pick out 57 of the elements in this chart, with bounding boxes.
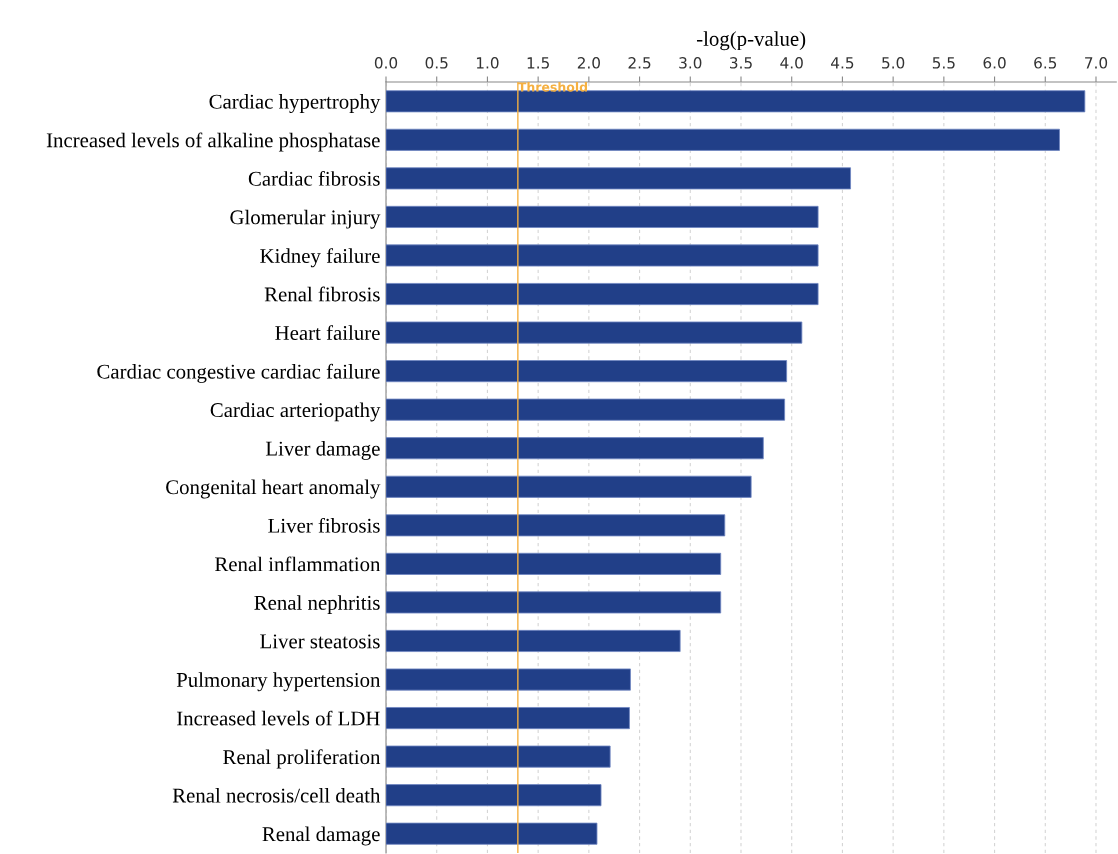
bar [386, 205, 819, 228]
x-tick-label: 4.5 [831, 57, 854, 69]
bar [386, 321, 803, 344]
x-tick-label: 4.0 [780, 57, 803, 69]
bar [386, 668, 631, 691]
x-tick-label: 2.5 [628, 57, 651, 69]
y-tick-label: Liver damage [265, 441, 380, 460]
y-tick-label: Cardiac fibrosis [248, 170, 380, 186]
y-tick-label: Glomerular injury [230, 209, 381, 229]
y-tick-label: Increased levels of LDH [177, 710, 380, 726]
bar [386, 437, 764, 460]
x-tick-label: 1.0 [476, 57, 499, 69]
bar [386, 244, 819, 267]
x-tick-label: 3.0 [679, 57, 702, 69]
bar [386, 283, 819, 306]
bar [386, 128, 1060, 151]
x-tick-label: 0.0 [374, 57, 398, 69]
x-tick-label: 3.5 [730, 57, 752, 69]
bar [386, 167, 851, 190]
y-tick-label: Increased levels of alkaline phosphatase [46, 132, 380, 152]
y-tick-label: Renal nephritis [254, 595, 380, 615]
y-tick-label: Pulmonary hypertension [176, 672, 381, 692]
y-tick-label: Renal necrosis/cell death [172, 787, 381, 803]
x-axis-title: -log(p-value) [696, 31, 806, 51]
bar [386, 591, 722, 614]
y-tick-label: Cardiac hypertrophy [209, 94, 381, 113]
bar [386, 475, 752, 498]
x-tick-label: 6.0 [983, 57, 1006, 69]
y-tick-label: Renal proliferation [223, 749, 381, 769]
x-tick-label: 1.5 [527, 57, 549, 69]
x-tick-label: 2.0 [577, 57, 600, 69]
bar [386, 360, 788, 383]
bar [386, 784, 602, 807]
y-tick-label: Liver steatosis [260, 634, 380, 649]
bar [386, 822, 598, 845]
ref-line-label: Threshold [517, 82, 588, 92]
y-tick-label: Heart failure [275, 325, 380, 341]
y-tick-label: Cardiac congestive cardiac failure [97, 363, 380, 383]
bar [386, 745, 611, 768]
x-tick-label: 6.5 [1034, 57, 1057, 69]
y-tick-label: Liver fibrosis [268, 517, 380, 533]
y-tick-label: Cardiac arteriopathy [210, 402, 381, 422]
x-tick-label: 5.0 [882, 57, 905, 69]
y-tick-label: Congenital heart anomaly [166, 479, 381, 499]
y-tick-label: Renal inflammation [215, 556, 381, 572]
x-tick-label: 7.0 [1085, 57, 1108, 69]
y-tick-label: Renal damage [262, 826, 380, 846]
bar [386, 552, 722, 575]
bar [386, 514, 726, 537]
bar [386, 707, 630, 730]
x-tick-label: 0.5 [425, 57, 448, 69]
y-tick-label: Renal fibrosis [264, 286, 380, 302]
bar [386, 398, 786, 421]
x-tick-label: 5.5 [932, 57, 955, 69]
bar [386, 629, 681, 652]
y-tick-label: Kidney failure [260, 248, 380, 268]
bar [386, 90, 1086, 113]
